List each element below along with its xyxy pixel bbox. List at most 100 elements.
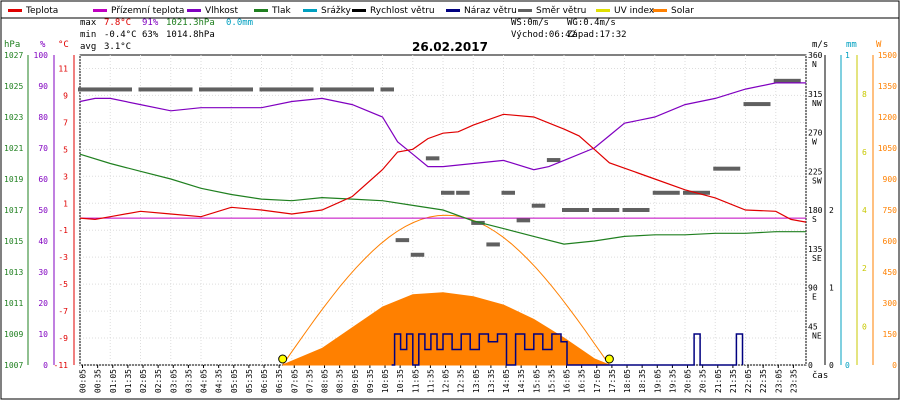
tick-hpa: 1017	[4, 206, 23, 215]
wind-dir-bar	[622, 208, 650, 212]
tick-dir: 360	[808, 51, 823, 60]
axis-title-x: čas	[812, 370, 828, 381]
tick-x-label: 16:35	[578, 369, 587, 393]
axis-title-temp: °C	[58, 40, 69, 50]
tick-x-label: 08:05	[321, 369, 330, 393]
tick-temp: -7	[58, 307, 68, 316]
legend-label-9: Solar	[671, 6, 694, 16]
tick-x-label: 19:35	[668, 369, 677, 393]
tick-dir: 90	[808, 284, 818, 293]
tick-dir-card: S	[812, 215, 817, 224]
tick-hpa: 1023	[4, 113, 23, 122]
tick-x-label: 03:05	[169, 369, 178, 393]
wind-dir-bar	[471, 220, 485, 225]
tick-dir: 315	[808, 90, 823, 99]
tick-w: 1050	[878, 144, 897, 153]
legend: Teplota Přízemní teplota Vlhkost Tlak Srážky…	[1, 6, 899, 19]
gust-line	[391, 333, 744, 366]
wind-dir-bar	[395, 238, 410, 243]
tick-temp: 5	[63, 145, 68, 154]
tick-uv: 2	[862, 264, 867, 273]
axis-title-pct: %	[40, 40, 46, 50]
tick-x-label: 03:35	[184, 369, 193, 393]
stats-max-hum: 91%	[142, 18, 159, 28]
tick-x-label: 00:35	[94, 369, 103, 393]
tick-hpa: 1015	[4, 237, 23, 246]
wind-dir-bar	[592, 208, 620, 212]
tick-pct: 90	[38, 82, 48, 91]
tick-uv: 4	[862, 206, 867, 215]
wind-dir-bar	[259, 87, 314, 92]
tick-x-label: 16:05	[563, 369, 572, 393]
tick-w: 900	[883, 175, 898, 184]
tick-uv: 6	[862, 148, 867, 157]
tick-x-label: 11:35	[426, 369, 435, 393]
tick-hpa: 1025	[4, 82, 23, 91]
wind-dir-bar	[516, 218, 531, 223]
tick-hpa: 1027	[4, 51, 23, 60]
tick-hpa: 1011	[4, 299, 23, 308]
legend-label-2: Vlhkost	[205, 6, 238, 16]
legend-label-1: Přízemní teplota	[111, 6, 184, 16]
tick-w: 600	[883, 237, 898, 246]
tick-x-label: 01:35	[124, 369, 133, 393]
legend-label-4: Srážky	[321, 6, 352, 16]
stats-min-temp: -0.4°C	[104, 30, 137, 40]
wind-dir-bar	[441, 190, 455, 195]
tick-uv: 0	[862, 322, 867, 331]
tick-x-label: 12:05	[442, 369, 451, 393]
axes: hPa% °C1027102510231021101910171015101310…	[4, 40, 897, 393]
plot-area	[78, 78, 807, 366]
tick-x-label: 10:05	[381, 369, 390, 393]
sunrise-marker	[278, 354, 288, 364]
tick-x-label: 19:05	[653, 369, 662, 393]
tick-ms: 0	[829, 361, 834, 370]
tick-dir: 45	[808, 322, 818, 331]
tick-temp: 9	[63, 91, 68, 100]
legend-label-7: Směr větru	[536, 6, 586, 16]
tick-hpa: 1013	[4, 268, 23, 277]
tick-temp: -1	[58, 226, 68, 235]
tick-uv: 8	[862, 90, 867, 99]
stats-sunset: Západ:17:32	[567, 30, 627, 40]
stats-avg-label: avg	[80, 42, 96, 52]
wind-dir-bar	[501, 190, 515, 195]
tick-x-label: 09:35	[366, 369, 375, 393]
legend-swatch-8	[596, 9, 610, 12]
legend-swatch-2	[187, 9, 201, 12]
tick-temp: 1	[63, 199, 68, 208]
solar-max-curve	[282, 214, 610, 366]
tick-temp: -9	[58, 334, 68, 343]
stats-max-label: max	[80, 18, 97, 28]
tick-w: 450	[883, 268, 898, 277]
tick-ms: 1	[829, 284, 834, 293]
tick-hpa: 1019	[4, 175, 23, 184]
tick-x-label: 01:05	[109, 369, 118, 393]
tick-hpa: 1007	[4, 361, 23, 370]
wind-dir-bar	[380, 87, 394, 92]
tick-x-label: 07:35	[305, 369, 314, 393]
legend-swatch-9	[653, 9, 667, 12]
wind-dir-bar	[486, 242, 500, 247]
tick-x-label: 17:05	[593, 369, 602, 393]
tick-x-label: 22:05	[744, 369, 753, 393]
legend-swatch-7	[518, 9, 532, 12]
stats-avg-temp: 3.1°C	[104, 42, 131, 52]
stats-min-press: 1014.8hPa	[166, 30, 215, 40]
tick-temp: 7	[63, 118, 68, 127]
stats-max-temp: 7.8°C	[104, 18, 131, 28]
chart-title: 26.02.2017	[412, 40, 488, 54]
stats-max-rain: 0.0mm	[226, 18, 253, 28]
wind-dir-bar	[425, 156, 440, 161]
tick-x-label: 17:35	[608, 369, 617, 393]
tick-x-label: 14:05	[502, 369, 511, 393]
tick-pct: 60	[38, 175, 48, 184]
wind-dir-bar	[138, 87, 193, 92]
stats-panel: max 7.8°C 91% 1021.3hPa 0.0mm min -0.4°C…	[80, 18, 627, 52]
tick-pct: 30	[38, 268, 48, 277]
temperature-line	[79, 113, 807, 223]
tick-x-label: 05:05	[230, 369, 239, 393]
wind-dir-bar	[531, 203, 546, 208]
wind-dir-bar	[456, 190, 470, 195]
